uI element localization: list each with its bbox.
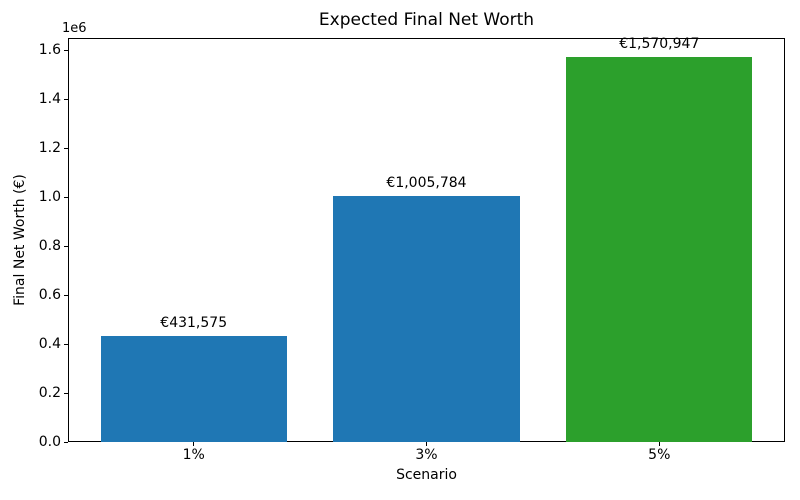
y-tick-mark [64,98,68,100]
y-tick-mark [64,441,68,443]
y-tick-label: 0.2 [38,385,61,401]
bar-value-label: €1,570,947 [619,36,700,53]
bar [566,57,753,442]
x-tick-label: 3% [415,447,438,463]
y-tick-label: 1.0 [38,189,61,206]
y-tick-mark [64,294,68,296]
y-axis-offset-text: 1e6 [62,21,87,36]
y-tick-mark [64,392,68,394]
chart-title: Expected Final Net Worth [318,10,535,30]
bar-value-label: €1,005,784 [386,174,467,191]
y-tick-label: 0.8 [38,238,61,255]
y-tick-label: 1.2 [38,140,61,157]
y-tick-label: 0.4 [38,336,61,353]
y-tick-mark [64,147,68,149]
bar [333,195,520,442]
x-tick-mark [426,442,427,446]
y-tick-label: 1.4 [38,91,61,108]
x-tick-label: 1% [182,447,205,463]
y-tick-mark [64,196,68,198]
y-tick-label: 0.0 [38,434,61,450]
x-axis-label: Scenario [396,467,457,483]
y-tick-mark [64,49,68,51]
bar-value-label: €431,575 [160,315,228,332]
y-tick-label: 0.6 [38,287,61,304]
bar [100,336,287,442]
x-tick-label: 5% [648,447,671,463]
y-tick-mark [64,343,68,345]
y-tick-mark [64,245,68,247]
y-tick-label: 1.6 [38,42,61,59]
x-tick-mark [658,442,660,446]
x-tick-mark [193,442,195,446]
